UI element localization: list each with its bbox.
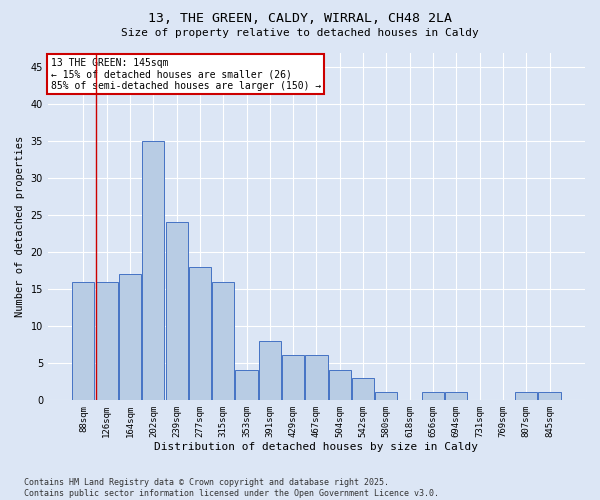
Bar [189, 267, 211, 400]
Bar [445, 392, 467, 400]
Bar [329, 370, 351, 400]
Bar [95, 282, 118, 400]
Bar [305, 356, 328, 400]
Text: Contains HM Land Registry data © Crown copyright and database right 2025.
Contai: Contains HM Land Registry data © Crown c… [24, 478, 439, 498]
Bar [212, 282, 235, 400]
Bar [73, 282, 94, 400]
Bar [235, 370, 257, 400]
Bar [515, 392, 537, 400]
Y-axis label: Number of detached properties: Number of detached properties [15, 136, 25, 317]
Text: Size of property relative to detached houses in Caldy: Size of property relative to detached ho… [121, 28, 479, 38]
Text: 13 THE GREEN: 145sqm
← 15% of detached houses are smaller (26)
85% of semi-detac: 13 THE GREEN: 145sqm ← 15% of detached h… [50, 58, 321, 91]
Bar [422, 392, 444, 400]
Bar [538, 392, 560, 400]
Bar [376, 392, 397, 400]
Bar [259, 340, 281, 400]
Bar [142, 141, 164, 400]
Bar [119, 274, 141, 400]
X-axis label: Distribution of detached houses by size in Caldy: Distribution of detached houses by size … [154, 442, 478, 452]
Bar [352, 378, 374, 400]
Bar [166, 222, 188, 400]
Text: 13, THE GREEN, CALDY, WIRRAL, CH48 2LA: 13, THE GREEN, CALDY, WIRRAL, CH48 2LA [148, 12, 452, 26]
Bar [282, 356, 304, 400]
